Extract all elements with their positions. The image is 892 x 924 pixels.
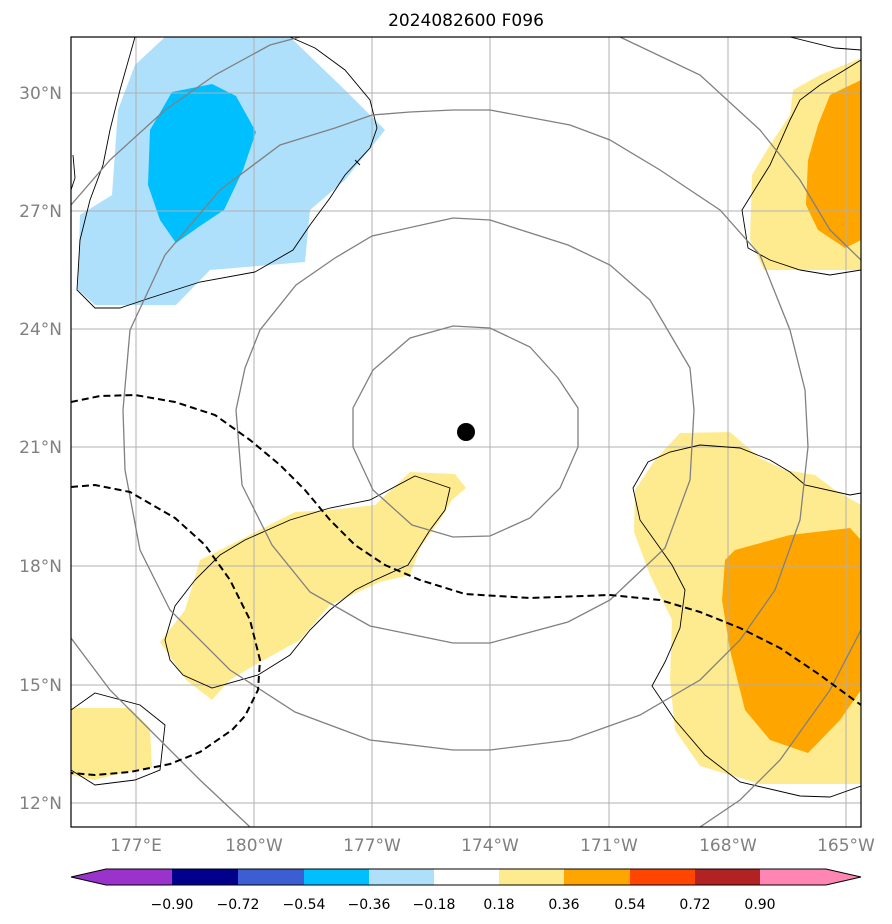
colorbar-segment (304, 869, 369, 885)
lon-label: 177°E (110, 836, 162, 856)
colorbar-segment (434, 869, 499, 885)
lon-label: 177°W (343, 836, 401, 856)
lat-label: 24°N (19, 320, 62, 340)
orange-region-southeast (722, 528, 861, 753)
map-title: 2024082600 F096 (388, 11, 544, 31)
colorbar-tick-label: 0.36 (548, 897, 579, 913)
latitude-labels: 30°N 27°N 24°N 21°N 18°N 15°N 12°N (19, 84, 62, 814)
graticule (71, 37, 861, 827)
colorbar-segment (760, 869, 826, 885)
lat-label: 15°N (19, 676, 62, 696)
colorbar-tick-label: 0.72 (679, 897, 710, 913)
map-plot-area (71, 37, 861, 827)
longitude-labels: 177°E 180°W 177°W 174°W 171°W 168°W 165°… (110, 836, 875, 856)
lat-label: 12°N (19, 794, 62, 814)
colorbar: −0.90 −0.72 −0.54 −0.36 −0.18 0.18 0.36 … (70, 868, 862, 913)
colorbar-segment (630, 869, 695, 885)
range-rings (71, 37, 861, 827)
colorbar-tick-label: −0.54 (283, 897, 326, 913)
lat-label: 18°N (19, 557, 62, 577)
lon-label: 165°W (817, 836, 875, 856)
lat-label: 30°N (19, 84, 62, 104)
lon-label: 171°W (580, 836, 638, 856)
dashed-contour-lines (71, 393, 861, 777)
colorbar-segment (71, 869, 106, 885)
lat-label: 27°N (19, 202, 62, 222)
colorbar-segment (238, 869, 304, 885)
thin-contour-lines (71, 37, 861, 798)
colorbar-segment (106, 869, 172, 885)
colorbar-segment (172, 869, 238, 885)
colorbar-tick-label: −0.72 (217, 897, 260, 913)
orange-region-northeast (806, 80, 861, 248)
colorbar-tick-label: −0.18 (413, 897, 456, 913)
lat-label: 21°N (19, 438, 62, 458)
colorbar-tick-label: −0.36 (348, 897, 391, 913)
light-yellow-band-central (160, 472, 466, 700)
colorbar-tick-label: 0.90 (744, 897, 775, 913)
colorbar-tick-label: 0.54 (614, 897, 645, 913)
colorbar-segment (369, 869, 434, 885)
lon-label: 168°W (699, 836, 757, 856)
map-frame (70, 36, 862, 828)
storm-center-marker (457, 423, 475, 441)
colorbar-segment (826, 869, 861, 885)
lon-label: 180°W (225, 836, 283, 856)
light-yellow-region-southwest (71, 708, 152, 780)
colorbar-segment (564, 869, 630, 885)
colorbar-segment (499, 869, 564, 885)
colorbar-segment (695, 869, 760, 885)
lon-label: 174°W (461, 836, 519, 856)
colorbar-tick-label: 0.18 (483, 897, 514, 913)
blue-anomaly-region (148, 84, 256, 243)
colorbar-tick-label: −0.90 (151, 897, 194, 913)
colorbar-outline (70, 868, 862, 886)
